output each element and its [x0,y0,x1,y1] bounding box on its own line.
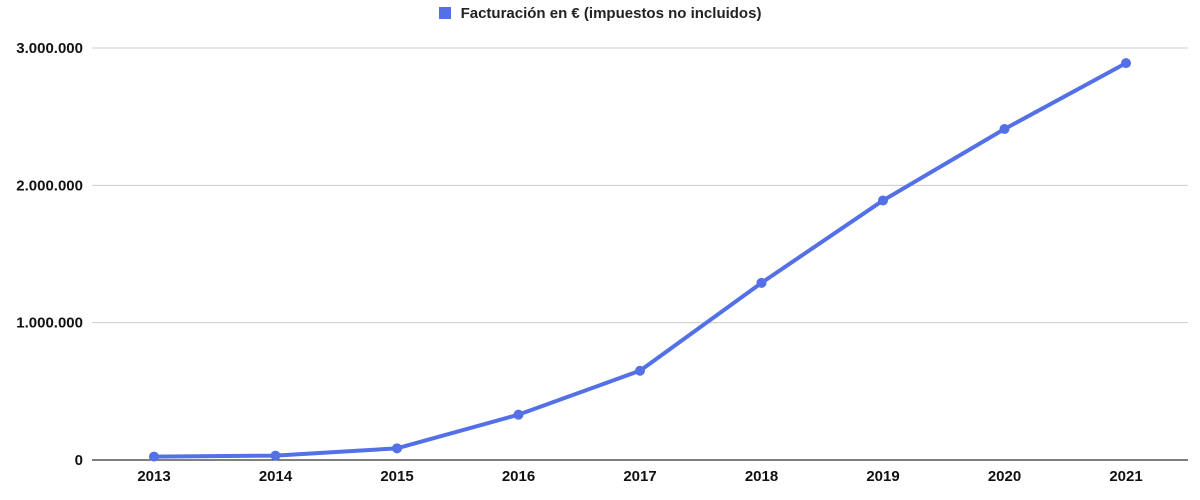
x-tick-label: 2018 [745,468,778,485]
data-point [513,409,524,420]
data-point [999,124,1010,135]
data-point [392,443,402,454]
data-point [635,365,645,376]
data-point [1121,58,1131,69]
data-point [149,451,159,462]
y-tick-label: 1.000.000 [16,315,83,332]
x-tick-label: 2019 [866,468,899,485]
legend: Facturación en € (impuestos no incluidos… [0,4,1200,24]
legend-swatch [438,7,451,19]
data-point [270,450,281,461]
legend-label: Facturación en € (impuestos no incluidos… [460,5,762,22]
x-tick-label: 2016 [502,468,535,485]
y-tick-label: 2.000.000 [16,177,83,194]
data-point [878,195,888,206]
x-tick-label: 2014 [259,468,293,485]
grid-layer [92,47,1188,324]
x-tick-label: 2017 [623,468,656,485]
x-tick-label: 2015 [380,468,413,485]
y-tick-label: 3.000.000 [16,40,83,57]
x-tick-label: 2013 [137,468,170,485]
x-tick-label: 2021 [1109,468,1142,485]
y-tick-label: 0 [75,452,83,469]
x-tick-label: 2020 [988,468,1021,485]
series-layer [149,58,1131,462]
data-point [756,277,767,288]
label-layer: 0 1.000.000 2.000.000 3.000.000 2013 2014 2015… [16,40,1142,485]
series-line [152,61,1128,459]
